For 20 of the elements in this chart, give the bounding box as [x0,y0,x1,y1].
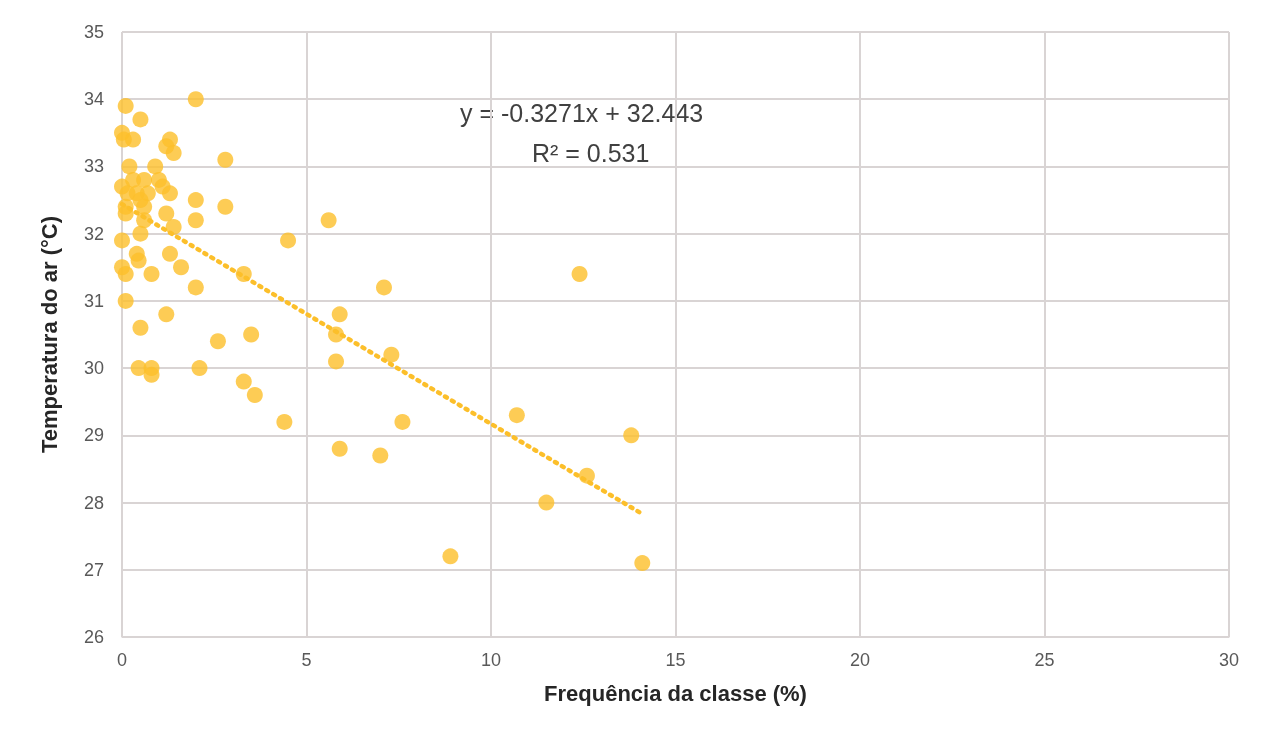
x-tick-label: 30 [1218,650,1240,670]
y-tick-label: 34 [83,89,104,110]
y-tick-label: 27 [83,559,104,580]
y-tick-label: 28 [83,492,104,513]
annotation: R² = 0.531 [532,138,650,167]
y-tick-label: 33 [83,156,104,177]
y-tick-label: 26 [83,627,104,647]
x-tick-label: 20 [849,650,871,670]
y-tick-label: 29 [83,425,104,446]
x-tick-label: 25 [1034,650,1055,670]
y-tick-label: 32 [83,223,104,244]
x-tick-label: 15 [665,650,686,670]
x-tick-label: 0 [116,650,128,670]
x-tick-label: 5 [301,650,312,670]
x-axis-title: Frequência da classe (%) [544,680,807,706]
y-tick-label: 31 [83,290,104,311]
y-tick-label: 35 [83,22,104,42]
y-tick-label: 30 [83,358,104,379]
x-tick-label: 10 [480,650,502,670]
y-axis-title: Temperatura do ar (°C) [36,216,62,453]
